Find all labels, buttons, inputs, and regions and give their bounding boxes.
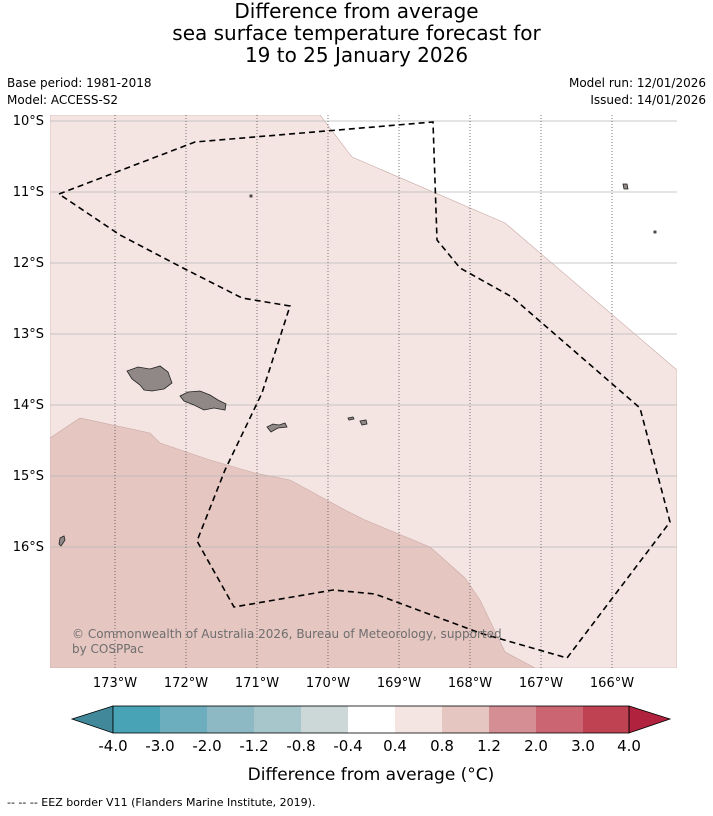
longitude-labels: 173°W 172°W 171°W 170°W 169°W 168°W 167°… [93,676,634,691]
colorbar-segment [442,706,489,733]
swains-island [249,194,253,198]
upolu-island [179,390,227,411]
lat-label: 14°S [13,398,44,413]
colorbar-segment [348,706,395,733]
copyright-line-2: by COSPPac [72,642,144,656]
lat-label: 16°S [13,540,44,555]
colorbar-segment [160,706,207,733]
lon-label: 170°W [306,676,350,691]
lat-label: 13°S [13,327,44,342]
anomaly-region-0-8-to-1-2 [50,417,536,668]
colorbar-segment [113,706,160,733]
lat-label: 11°S [13,185,44,200]
colorbar-tick-label: -4.0 [98,737,127,755]
colorbar-title: Difference from average (°C) [248,765,495,785]
latitude-labels: 10°S 11°S 12°S 13°S 14°S 15°S 16°S [13,114,44,555]
colorbar-outline [112,705,630,734]
northeast-islet [653,230,657,234]
colorbar-tick-label: 1.2 [477,737,501,755]
model-run: Model run: 12/01/2026 [568,76,706,90]
ofu-olosega-island [347,416,355,421]
eez-border-line [57,121,671,659]
colorbar-tick-label: -3.0 [145,737,174,755]
colorbar-tick-label: -1.2 [239,737,268,755]
colorbar-tick-label: -0.4 [333,737,362,755]
colorbar-segment [395,706,442,733]
title-line-3: 19 to 25 January 2026 [244,43,469,67]
colorbar-tick-label: 4.0 [617,737,641,755]
lon-label: 173°W [93,676,137,691]
lon-label: 169°W [377,676,421,691]
colorbar-segment [301,706,348,733]
lon-label: 172°W [164,676,208,691]
map-title: Difference from average sea surface temp… [0,0,713,66]
lon-label: 171°W [235,676,279,691]
map-plot-area: © Commonwealth of Australia 2026, Bureau… [50,115,677,668]
lon-label: 167°W [519,676,563,691]
colorbar-high-arrow [628,705,672,734]
colorbar: -4.0 -3.0 -2.0 -1.2 -0.8 -0.4 0.4 0.8 1.… [70,705,672,785]
colorbar-tick-label: -0.8 [286,737,315,755]
colorbar-tick-label: 0.8 [430,737,454,755]
issued-date: Issued: 14/01/2026 [590,93,706,107]
copyright-line-1: © Commonwealth of Australia 2026, Bureau… [72,627,502,641]
base-period: Base period: 1981-2018 [7,76,152,90]
savaii-island [126,365,173,392]
lat-label: 10°S [13,114,44,129]
colorbar-segment [583,706,629,733]
tutuila-island [266,422,288,433]
lon-label: 168°W [448,676,492,691]
lat-label: 15°S [13,469,44,484]
niuafoou-islet [58,535,66,547]
tau-island [359,419,368,426]
colorbar-segment [207,706,254,733]
title-line-2: sea surface temperature forecast for [172,21,541,45]
lon-label: 166°W [590,676,634,691]
meta-left: Base period: 1981-2018 Model: ACCESS-S2 [7,75,152,109]
lat-label: 12°S [13,256,44,271]
colorbar-tick-label: 0.4 [383,737,407,755]
colorbar-tick-label: 3.0 [571,737,595,755]
colorbar-segment [489,706,536,733]
colorbar-tick-label: 2.0 [524,737,548,755]
colorbar-segment [536,706,583,733]
colorbar-low-arrow [70,705,114,734]
colorbar-tick-label: -2.0 [192,737,221,755]
longitude-gridlines [114,115,613,668]
land-masses [58,183,657,547]
colorbar-segment [254,706,301,733]
eez-legend-note: -- -- -- EEZ border V11 (Flanders Marine… [7,796,316,809]
tokelau-islands [622,183,629,190]
title-line-1: Difference from average [234,0,479,23]
latitude-gridlines [50,120,677,548]
model-name: Model: ACCESS-S2 [7,93,119,107]
meta-right: Model run: 12/01/2026 Issued: 14/01/2026 [569,75,706,109]
